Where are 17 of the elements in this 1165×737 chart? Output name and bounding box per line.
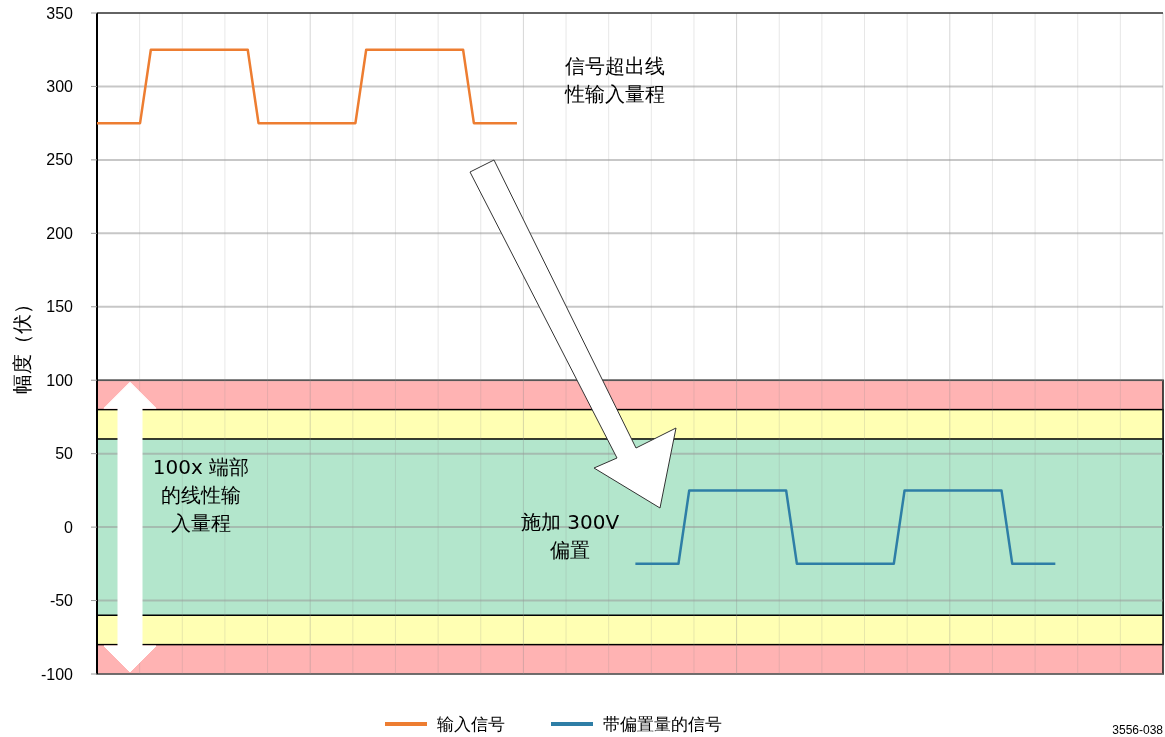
y-axis-title: 幅度（伏） (10, 293, 34, 394)
y-tick-label: 200 (46, 224, 74, 242)
y-tick-label: 300 (46, 78, 74, 96)
y-tick-label: 150 (46, 298, 74, 316)
annotation: 施加 300V 偏置 (520, 510, 620, 562)
y-tick-label: 0 (64, 518, 74, 536)
y-tick-label: 350 (46, 4, 74, 22)
y-tick-label: 250 (46, 151, 74, 169)
y-tick-label: -50 (49, 592, 74, 610)
annotation: 信号超出线性输入量程 (564, 54, 665, 106)
y-tick-label: -100 (40, 665, 74, 683)
legend-label: 带偏置量的信号 (603, 713, 722, 734)
legend-label: 输入信号 (437, 713, 505, 734)
text: 3556-038 (1112, 723, 1164, 737)
y-tick-label: 100 (46, 371, 74, 389)
annotation: 100x 端部的线性输入量程 (152, 455, 250, 535)
y-tick-label: 50 (55, 445, 74, 463)
